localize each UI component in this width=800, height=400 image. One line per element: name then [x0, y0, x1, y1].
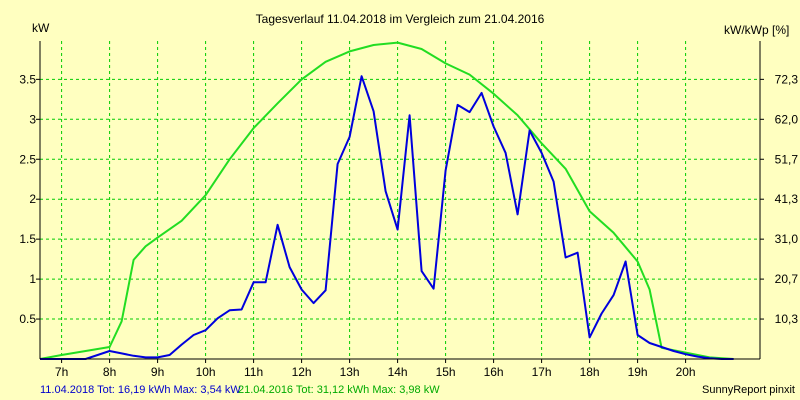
- x-tick-label: 15h: [436, 365, 456, 379]
- y-tick-label: 3.5: [19, 72, 36, 86]
- y2-tick-label: 31,0: [775, 232, 799, 246]
- x-tick-label: 20h: [676, 365, 696, 379]
- footer-series-green: 21.04.2016 Tot: 31,12 kWh Max: 3,98 kW: [238, 384, 440, 396]
- axes: [36, 41, 764, 363]
- series-line-11-04-2018: [40, 75, 734, 360]
- y-axis-right-label: kW/kWp [%]: [724, 23, 789, 37]
- chart-title: Tagesverlauf 11.04.2018 im Vergleich zum…: [256, 12, 545, 26]
- tick-labels: 7h 8h 9h 10h 11h 12h 13h 14h 15h 16h 17h 18h 19h 20h 0…: [19, 72, 798, 379]
- y-tick-label: 0.5: [19, 312, 36, 326]
- x-tick-label: 7h: [55, 365, 68, 379]
- y-tick-label: 1: [29, 272, 36, 286]
- y-axis-left-label: kW: [32, 21, 50, 35]
- footer-brand: SunnyReport pinxit: [702, 384, 795, 396]
- x-tick-label: 16h: [484, 365, 504, 379]
- x-tick-label: 13h: [340, 365, 360, 379]
- x-tick-label: 14h: [388, 365, 408, 379]
- x-tick-label: 17h: [532, 365, 552, 379]
- y2-tick-label: 62,0: [775, 112, 799, 126]
- x-tick-label: 8h: [103, 365, 116, 379]
- series-line-21-04-2016: [39, 41, 734, 360]
- y-tick-label: 2: [29, 192, 36, 206]
- y2-tick-label: 72,3: [775, 72, 799, 86]
- x-tick-label: 19h: [628, 365, 648, 379]
- x-tick-label: 10h: [196, 365, 216, 379]
- y-tick-label: 3: [29, 112, 36, 126]
- grid: [40, 41, 760, 359]
- y-tick-label: 1.5: [19, 232, 36, 246]
- y2-tick-label: 41,3: [775, 192, 799, 206]
- footer-series-blue: 11.04.2018 Tot: 16,19 kWh Max: 3,54 kW: [40, 384, 241, 396]
- y2-tick-label: 10,3: [775, 312, 799, 326]
- series-layer: [39, 41, 734, 360]
- x-tick-label: 12h: [292, 365, 312, 379]
- x-tick-label: 18h: [580, 365, 600, 379]
- x-tick-label: 9h: [151, 365, 164, 379]
- y2-tick-label: 20,7: [775, 272, 799, 286]
- x-tick-label: 11h: [244, 365, 263, 379]
- y-tick-label: 2.5: [19, 152, 36, 166]
- y2-tick-label: 51,7: [775, 152, 799, 166]
